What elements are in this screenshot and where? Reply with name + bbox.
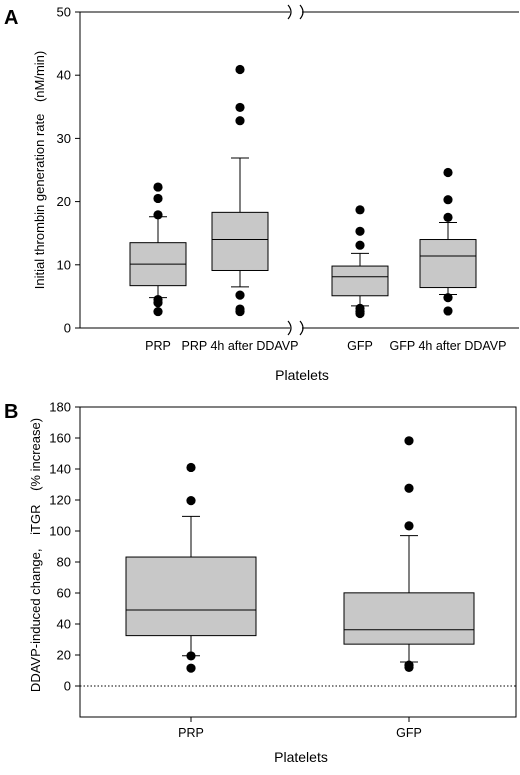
panel-a-x-axis-label: Platelets bbox=[275, 367, 329, 383]
y-tick-label: 30 bbox=[57, 131, 71, 146]
iqr-box bbox=[125, 556, 257, 637]
panel-b-plot-area bbox=[79, 406, 517, 718]
y-tick-label: 100 bbox=[49, 524, 71, 539]
x-category-label: PRP bbox=[178, 726, 204, 740]
iqr-box bbox=[343, 592, 475, 645]
panel-a-y-axis-label: Initial thrombin generation rate (nM/min… bbox=[32, 51, 47, 290]
outlier-point bbox=[153, 306, 163, 317]
iqr-box bbox=[211, 211, 269, 271]
panel-a-box-1 bbox=[211, 64, 269, 317]
outlier-point bbox=[355, 226, 365, 236]
outlier-point bbox=[404, 436, 414, 446]
plot-frame bbox=[79, 406, 517, 718]
outlier-point bbox=[355, 308, 365, 319]
x-category-label: PRP bbox=[145, 339, 171, 353]
outlier-point bbox=[235, 102, 245, 113]
outlier-point bbox=[235, 116, 245, 126]
outlier-point bbox=[404, 483, 414, 493]
panel-a-y-axis: 0 10 20 30 40 50 bbox=[57, 5, 80, 336]
outlier-point bbox=[186, 651, 196, 661]
outlier-point bbox=[235, 290, 245, 300]
y-tick-label: 60 bbox=[57, 586, 71, 601]
panel-a-box-0 bbox=[129, 182, 187, 317]
panel-b-box-0 bbox=[125, 462, 257, 673]
outlier-point bbox=[153, 210, 163, 220]
panel-b-label: B bbox=[4, 401, 18, 423]
y-tick-label: 50 bbox=[57, 5, 71, 20]
y-tick-label: 40 bbox=[57, 68, 71, 83]
panel-b-x-axis: PRP GFP bbox=[178, 717, 422, 740]
axis-break-top-left bbox=[287, 4, 292, 20]
axis-break-top-right bbox=[299, 4, 304, 20]
panel-a-y-axis-label-text: Initial thrombin generation rate bbox=[32, 114, 47, 290]
y-tick-label: 0 bbox=[64, 321, 71, 336]
panel-b-y-axis: 0 20 40 60 80 100 120 140 160 180 bbox=[49, 400, 80, 694]
x-category-label: GFP bbox=[396, 726, 422, 740]
panel-b-box-1 bbox=[343, 436, 475, 673]
iqr-box bbox=[331, 265, 389, 297]
outlier-point bbox=[186, 462, 196, 473]
outlier-point bbox=[443, 167, 453, 178]
panel-a-x-axis: PRP PRP 4h after DDAVP GFP GFP 4h after DDA… bbox=[145, 339, 506, 353]
y-tick-label: 160 bbox=[49, 431, 71, 446]
outlier-point bbox=[404, 521, 414, 531]
outlier-point bbox=[153, 182, 163, 192]
y-tick-label: 40 bbox=[57, 617, 71, 632]
axis-break-bottom-left bbox=[287, 320, 292, 336]
iqr-box bbox=[419, 239, 477, 289]
panel-b-y-axis-unit: (% increase) bbox=[28, 418, 43, 491]
outlier-point bbox=[235, 64, 245, 75]
outlier-point bbox=[404, 662, 414, 673]
panel-a-box-2 bbox=[331, 205, 389, 319]
y-tick-label: 120 bbox=[49, 493, 71, 508]
outlier-point bbox=[186, 496, 196, 506]
outlier-point bbox=[355, 205, 365, 215]
outlier-point bbox=[153, 298, 163, 308]
panel-a-plot-area bbox=[79, 4, 519, 336]
panel-a-y-axis-unit: (nM/min) bbox=[32, 51, 47, 102]
outlier-point bbox=[355, 240, 365, 250]
axis-break-bottom-right bbox=[299, 320, 304, 336]
panel-a-label: A bbox=[4, 7, 18, 29]
panel-b-x-axis-label: Platelets bbox=[274, 749, 328, 765]
panel-a-box-3 bbox=[419, 167, 477, 316]
y-tick-label: 140 bbox=[49, 462, 71, 477]
outlier-point bbox=[443, 195, 453, 205]
y-tick-label: 10 bbox=[57, 257, 71, 272]
panel-a: A 0 10 20 30 40 50 PRP PRP 4h after DDAVP GFP GF… bbox=[4, 4, 519, 383]
y-tick-label: 0 bbox=[64, 679, 71, 694]
panel-b-y-axis-label-text: DDAVP-induced change, bbox=[28, 548, 43, 692]
panel-b-y-axis-mid: iTGR bbox=[28, 505, 43, 535]
panel-b: B 0 20 40 60 80 100 120 140 160 180 PRP GFP Platel… bbox=[4, 400, 517, 765]
y-tick-label: 20 bbox=[57, 194, 71, 209]
outlier-point bbox=[443, 212, 453, 222]
x-category-label: GFP 4h after DDAVP bbox=[390, 339, 507, 353]
outlier-point bbox=[443, 306, 453, 316]
x-category-label: PRP 4h after DDAVP bbox=[182, 339, 299, 353]
x-category-label: GFP bbox=[347, 339, 373, 353]
panel-b-y-axis-label: DDAVP-induced change, iTGR (% increase) bbox=[28, 418, 43, 692]
y-tick-label: 180 bbox=[49, 400, 71, 415]
outlier-point bbox=[235, 306, 245, 317]
outlier-point bbox=[443, 293, 453, 303]
outlier-point bbox=[186, 663, 196, 673]
y-tick-label: 80 bbox=[57, 555, 71, 570]
outlier-point bbox=[153, 193, 163, 204]
y-tick-label: 20 bbox=[57, 648, 71, 663]
